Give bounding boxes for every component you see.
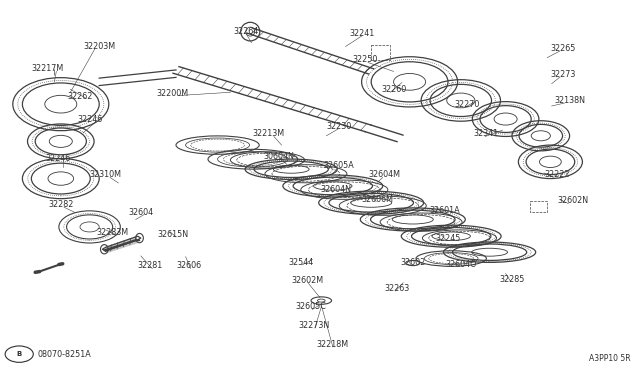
Text: 32341: 32341 [474, 129, 499, 138]
Text: 32601A: 32601A [429, 206, 460, 215]
Text: 32281: 32281 [138, 262, 163, 270]
Text: 32615N: 32615N [157, 230, 188, 239]
Text: 32245: 32245 [435, 234, 461, 243]
Text: 32222: 32222 [544, 170, 570, 179]
Text: 32604N: 32604N [321, 185, 351, 194]
Text: A3PP10 5R: A3PP10 5R [589, 354, 630, 363]
Text: 32217M: 32217M [32, 64, 64, 73]
Text: 32218M: 32218M [317, 340, 349, 349]
Text: 30604N: 30604N [263, 152, 294, 161]
Text: 32544: 32544 [288, 258, 314, 267]
Text: 32138N: 32138N [554, 96, 585, 105]
Text: 32230: 32230 [326, 122, 352, 131]
Text: 32265: 32265 [550, 44, 576, 53]
Text: 32270: 32270 [454, 100, 480, 109]
Text: 32602N: 32602N [557, 196, 588, 205]
Text: 32605A: 32605A [324, 161, 355, 170]
Text: 32203M: 32203M [83, 42, 115, 51]
Text: 32264: 32264 [234, 27, 259, 36]
Text: 32310M: 32310M [90, 170, 122, 179]
Text: 32604M: 32604M [368, 170, 400, 179]
Text: 32602: 32602 [400, 258, 426, 267]
Text: 32263: 32263 [384, 284, 410, 293]
Text: 32604: 32604 [128, 208, 154, 217]
Text: 32605C: 32605C [295, 302, 326, 311]
Text: 32604O: 32604O [445, 260, 477, 269]
Text: 32262: 32262 [67, 92, 93, 101]
Text: 32283M: 32283M [96, 228, 128, 237]
Text: 32273N: 32273N [298, 321, 329, 330]
Text: 32246: 32246 [77, 115, 102, 124]
Text: 32241: 32241 [349, 29, 374, 38]
Text: 32606: 32606 [176, 262, 202, 270]
Text: 32282: 32282 [48, 200, 74, 209]
Text: 32602M: 32602M [291, 276, 323, 285]
Text: 32273: 32273 [550, 70, 576, 79]
Text: 32285: 32285 [499, 275, 525, 283]
Text: 32213M: 32213M [253, 129, 285, 138]
Text: 08070-8251A: 08070-8251A [37, 350, 91, 359]
Text: 32260: 32260 [381, 85, 406, 94]
Text: 32200M: 32200M [157, 89, 189, 97]
Text: 32250: 32250 [352, 55, 378, 64]
Text: 32606M: 32606M [362, 195, 394, 203]
Text: B: B [17, 351, 22, 357]
Text: 32246: 32246 [45, 154, 70, 163]
